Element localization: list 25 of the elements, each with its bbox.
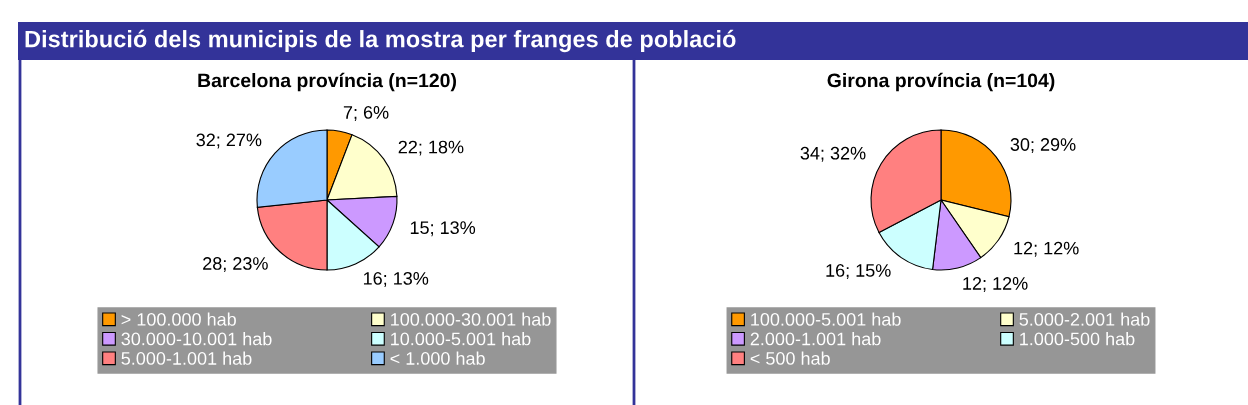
data-label: 12; 12% bbox=[1014, 241, 1079, 257]
data-label: 30; 29% bbox=[1010, 138, 1076, 154]
legend-label: > 100.000 hab bbox=[121, 312, 236, 326]
data-label: 15; 13% bbox=[410, 221, 476, 237]
data-label: 7; 6% bbox=[343, 106, 389, 121]
text: Distribució dels municipis de la mostra per franges de població bbox=[25, 29, 736, 53]
legend-label: 5.000-2.001 hab bbox=[1019, 312, 1150, 326]
legend-label: 5.000-1.001 hab bbox=[121, 351, 252, 365]
chart-title: Barcelona província (n=120) bbox=[198, 72, 456, 92]
data-label: 12; 12% bbox=[963, 277, 1028, 292]
legend-label: 10.000-5.001 hab bbox=[391, 332, 531, 346]
legend-label: < 1.000 hab bbox=[390, 351, 485, 365]
legend-label: < 500 hab bbox=[750, 351, 830, 365]
legend-label: 100.000-30.001 hab bbox=[391, 312, 551, 326]
data-label: 16; 15% bbox=[826, 264, 891, 279]
data-label: 32; 27% bbox=[196, 133, 262, 149]
data-label: 34; 32% bbox=[800, 146, 866, 162]
data-label: 28; 23% bbox=[203, 257, 268, 272]
legend-label: 30.000-10.001 hab bbox=[121, 332, 272, 346]
legend-label: 2.000-1.001 hab bbox=[750, 332, 881, 346]
legend-label: 100.000-5.001 hab bbox=[751, 312, 901, 326]
chart-title: Girona província (n=104) bbox=[827, 72, 1055, 92]
data-label: 22; 18% bbox=[398, 140, 464, 156]
legend-label: 1.000-500 hab bbox=[1020, 332, 1135, 346]
data-label: 16; 13% bbox=[363, 272, 429, 287]
